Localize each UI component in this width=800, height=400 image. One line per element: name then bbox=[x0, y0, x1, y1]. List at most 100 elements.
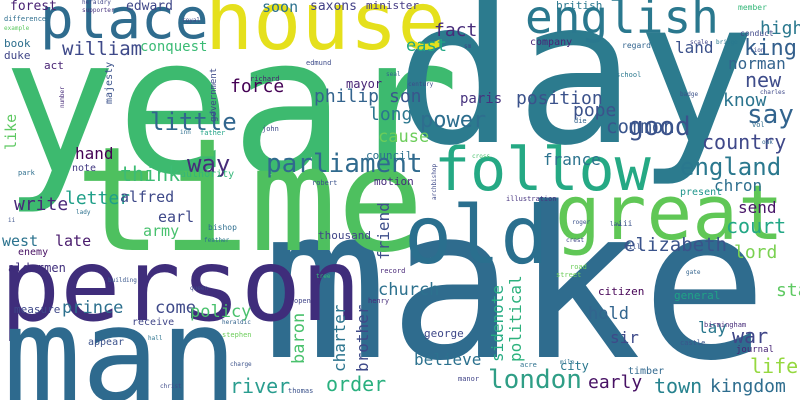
word-new: new bbox=[745, 68, 782, 92]
word-heraldry: heraldry bbox=[82, 0, 111, 6]
word-house: house bbox=[205, 0, 446, 68]
word-example: example bbox=[4, 25, 30, 32]
word-receive: receive bbox=[132, 317, 175, 328]
word-england: england bbox=[680, 153, 782, 181]
word-forest: forest bbox=[10, 0, 57, 14]
word-manor: manor bbox=[458, 375, 480, 383]
word-year: year bbox=[2, 0, 460, 217]
word-aldermen: aldermen bbox=[8, 261, 66, 275]
word-like: like bbox=[2, 113, 20, 150]
word-court: court bbox=[726, 214, 787, 238]
word-country: country bbox=[702, 130, 787, 154]
word-appear: appear bbox=[88, 337, 125, 348]
word-charge: charge bbox=[230, 361, 252, 368]
word-place: place bbox=[40, 0, 209, 52]
word-gate: gate bbox=[686, 269, 701, 276]
word-english: english bbox=[525, 0, 719, 44]
word-make: make bbox=[262, 162, 768, 400]
word-century: century bbox=[408, 81, 434, 88]
word-baron: baron bbox=[289, 312, 309, 364]
word-cross: cross bbox=[472, 153, 491, 160]
word-day: day bbox=[395, 0, 757, 190]
word-france: france bbox=[543, 150, 601, 169]
word-west: west bbox=[2, 232, 39, 250]
word-chron: chron bbox=[714, 176, 763, 195]
word-common: common bbox=[606, 116, 675, 138]
word-william: william bbox=[62, 38, 143, 60]
word-state: state bbox=[776, 280, 800, 301]
word-robert: robert bbox=[312, 179, 338, 187]
word-ii: ii bbox=[8, 217, 16, 224]
word-bishop: bishop bbox=[208, 223, 237, 232]
word-fact: fact bbox=[434, 20, 478, 41]
word-late: late bbox=[55, 232, 92, 250]
word-book: book bbox=[4, 37, 31, 50]
word-journal: journal bbox=[736, 345, 774, 355]
word-long: long bbox=[369, 104, 413, 125]
word-say: say bbox=[747, 100, 794, 130]
word-charles: charles bbox=[760, 89, 786, 96]
word-open: open bbox=[294, 297, 311, 305]
word-council: council bbox=[366, 149, 413, 162]
word-castle: castle bbox=[680, 339, 706, 347]
word-sm: sm bbox=[464, 43, 472, 50]
word-friend: friend bbox=[374, 202, 393, 260]
word-difference: difference bbox=[4, 15, 47, 23]
word-queen: queen bbox=[190, 285, 209, 292]
word-conquest: conquest bbox=[140, 39, 208, 55]
word-george: george bbox=[424, 327, 464, 340]
word-christ: christ bbox=[160, 383, 182, 390]
word-company: company bbox=[530, 37, 573, 48]
word-alfred: alfred bbox=[120, 188, 175, 206]
word-government: government bbox=[209, 67, 219, 122]
word-act: act bbox=[44, 59, 64, 72]
word-conduct: conduct bbox=[740, 29, 774, 38]
word-supporter: supporter bbox=[82, 7, 115, 14]
word-roger: roger bbox=[572, 219, 591, 226]
word-motion: motion bbox=[374, 175, 414, 188]
word-lady: lady bbox=[76, 209, 91, 216]
word-power: power bbox=[420, 108, 487, 133]
word-come: come bbox=[155, 298, 196, 318]
word-way: way bbox=[187, 150, 231, 178]
word-road: road bbox=[570, 263, 587, 271]
word-life: life bbox=[750, 354, 799, 378]
word-record: record bbox=[380, 267, 406, 275]
word-thomas: thomas bbox=[288, 387, 314, 395]
word-believe: believe bbox=[414, 350, 482, 369]
word-enemy: enemy bbox=[18, 247, 49, 258]
word-river: river bbox=[230, 374, 291, 398]
word-royal: royal bbox=[182, 17, 201, 24]
word-edward: edward bbox=[126, 0, 173, 14]
word-park: park bbox=[18, 169, 35, 177]
word-charter: charter bbox=[330, 304, 349, 372]
word-person: person bbox=[0, 227, 362, 344]
word-minister: minister bbox=[366, 0, 419, 12]
word-lay: lay bbox=[698, 318, 727, 337]
word-sidenote: sidenote bbox=[488, 284, 507, 362]
word-general: general bbox=[674, 289, 721, 302]
word-old: old bbox=[404, 189, 549, 282]
word-john: john bbox=[262, 125, 279, 133]
word-letter: letter bbox=[65, 188, 131, 209]
word-time: time bbox=[75, 116, 425, 285]
word-british: british bbox=[556, 0, 603, 12]
word-present: present bbox=[680, 187, 723, 198]
word-good: good bbox=[628, 112, 691, 142]
word-stephen: stephen bbox=[222, 331, 252, 339]
word-city: city bbox=[560, 359, 589, 373]
word-hall: hall bbox=[148, 335, 163, 342]
word-badge: badge bbox=[680, 91, 699, 98]
word-iii: iii bbox=[618, 219, 633, 228]
word-war: war bbox=[732, 324, 769, 348]
word-crest: crest bbox=[566, 237, 585, 244]
word-citizen: citizen bbox=[598, 285, 645, 298]
word-die: die bbox=[574, 117, 587, 125]
word-majesty: majesty bbox=[104, 61, 115, 104]
word-hold: hold bbox=[588, 304, 629, 324]
word-son: son bbox=[389, 86, 422, 107]
word-political: political bbox=[506, 275, 525, 362]
word-richard: richard bbox=[250, 75, 280, 83]
word-high: high bbox=[760, 18, 800, 39]
word-mayor: mayor bbox=[346, 77, 383, 91]
